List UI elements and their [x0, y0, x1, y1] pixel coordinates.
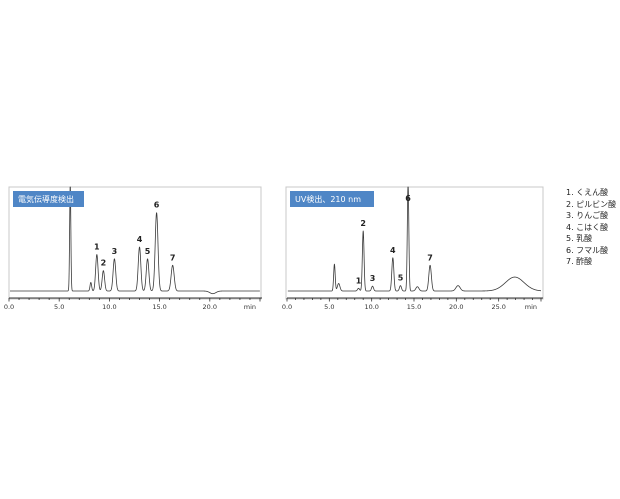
uv-peak-label-4: 4	[390, 246, 396, 255]
uv-peak-label-1: 1	[356, 276, 362, 285]
legend-item-3: 3. りんご酸	[566, 211, 609, 220]
conductivity-peak-label-2: 2	[101, 259, 107, 268]
uv-x-tick-label: 0.0	[282, 303, 292, 311]
conductivity-x-tick-label: 5.0	[54, 303, 64, 311]
uv-peak-label-7: 7	[427, 253, 433, 262]
uv-x-tick-label: 15.0	[407, 303, 421, 311]
uv-peak-label-5: 5	[398, 274, 404, 283]
conductivity-signal-trace	[9, 186, 261, 295]
uv-peak-label-2: 2	[360, 219, 366, 228]
conductivity-x-tick-label: 15.0	[152, 303, 166, 311]
peak-legend: 1. くえん酸 2. ピルビン酸 3. りんご酸 4. こはく酸 5. 乳酸 6…	[566, 187, 616, 268]
uv-peak-label-3: 3	[370, 274, 376, 283]
uv-signal-trace	[287, 186, 542, 292]
conductivity-plot-frame	[8, 186, 262, 300]
legend-item-7: 7. 酢酸	[566, 257, 593, 266]
uv-x-tick-label: 20.0	[449, 303, 463, 311]
legend-item-5: 5. 乳酸	[566, 234, 593, 243]
uv-x-axis-unit: min	[525, 303, 537, 311]
uv-x-tick-label: 10.0	[364, 303, 378, 311]
uv-x-tick-label: 25.0	[491, 303, 505, 311]
conductivity-peak-label-5: 5	[145, 247, 151, 256]
conductivity-detector-title: 電気伝導度検出	[18, 194, 74, 204]
conductivity-x-tick-label: 0.0	[4, 303, 14, 311]
conductivity-x-tick-label: 10.0	[102, 303, 116, 311]
uv-detector-title: UV検出、210 nm	[295, 194, 361, 204]
legend-item-1: 1. くえん酸	[566, 188, 609, 197]
legend-item-6: 6. フマル酸	[566, 245, 609, 255]
conductivity-x-tick-label: 20.0	[203, 303, 217, 311]
conductivity-peak-label-3: 3	[112, 247, 118, 256]
uv-peak-label-6: 6	[405, 194, 411, 203]
uv-detector-badge	[290, 191, 374, 207]
conductivity-peak-label-4: 4	[137, 235, 143, 244]
conductivity-peak-label-7: 7	[170, 253, 176, 262]
legend-item-2: 2. ピルビン酸	[566, 199, 617, 209]
conductivity-peak-label-1: 1	[94, 243, 100, 252]
conductivity-detector-badge	[13, 191, 84, 207]
uv-x-tick-label: 5.0	[324, 303, 334, 311]
conductivity-x-axis-unit: min	[244, 303, 256, 311]
conductivity-peak-label-6: 6	[154, 201, 160, 210]
legend-item-4: 4. こはく酸	[566, 222, 609, 232]
uv-plot-frame	[285, 186, 544, 300]
